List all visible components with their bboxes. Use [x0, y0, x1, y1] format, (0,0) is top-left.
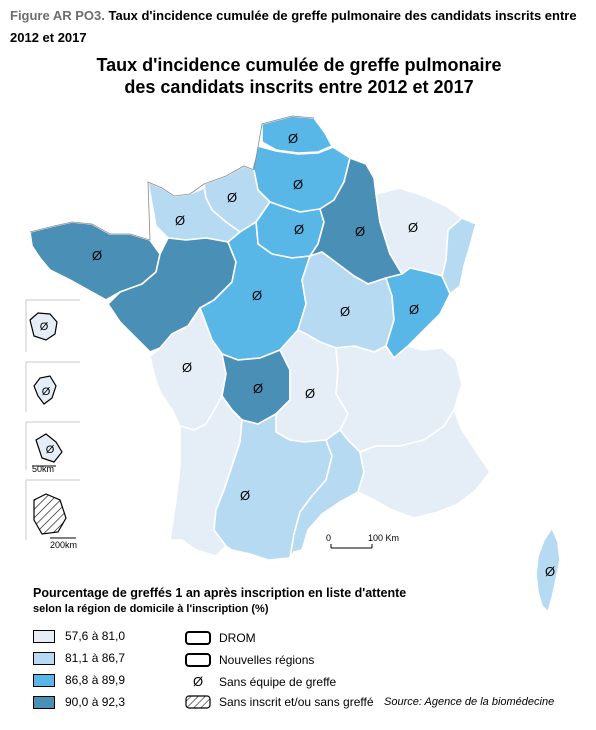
rounded-box-icon: [185, 631, 211, 645]
coastline-outline: [29, 115, 315, 241]
figure-number: Figure AR PO3.: [10, 8, 105, 23]
no-team-symbol: Ø: [288, 131, 298, 146]
legend-class-3: 86,8 à 89,9: [33, 673, 125, 687]
legend-class-2: 81,1 à 86,7: [33, 651, 125, 665]
legend-class-4: 90,0 à 92,3: [33, 695, 125, 709]
no-team-symbol: Ø: [253, 381, 263, 396]
island-martinique: [33, 375, 57, 405]
island-guadeloupe: [35, 433, 63, 463]
map-title: Taux d'incidence cumulée de greffe pulmo…: [60, 54, 538, 98]
scale-bar-distance: 100 Km: [368, 533, 399, 543]
no-team-symbol: Ø: [46, 444, 55, 456]
map-title-line-1: Taux d'incidence cumulée de greffe pulmo…: [96, 55, 502, 75]
legend-symbol-sans-equipe: Ø Sans équipe de greffe: [185, 674, 336, 689]
legend-symbol-label: Sans inscrit et/ou sans greffé: [219, 695, 374, 709]
no-team-symbol: Ø: [305, 386, 315, 401]
region-paca: [357, 409, 491, 519]
no-team-symbol: Ø: [227, 190, 237, 205]
island-reunion: [29, 312, 58, 341]
no-team-symbol: Ø: [40, 321, 49, 333]
inset-scale-large: 200km: [50, 537, 77, 550]
inset-scale-small: 50km: [32, 464, 56, 474]
figure-caption: Figure AR PO3. Taux d'incidence cumulée …: [10, 5, 590, 49]
source-note: Source: Agence de la biomédecine: [384, 696, 555, 708]
hatched-icon: [185, 695, 211, 709]
drom-islands: [29, 312, 67, 535]
rounded-box-icon: [185, 653, 211, 667]
no-team-symbol: Ø: [240, 488, 250, 503]
region-franche-comte: [385, 267, 451, 359]
no-team-symbol: Ø: [92, 248, 102, 263]
legend-class-label: 86,8 à 89,9: [65, 673, 126, 687]
region-languedoc-roussillon: [289, 429, 365, 559]
legend-symbol-label: DROM: [219, 631, 256, 645]
scale-bar-zero: 0: [326, 533, 331, 543]
no-team-symbol: Ø: [408, 220, 418, 235]
legend-symbol-nouvelles-regions: Nouvelles régions: [185, 653, 314, 667]
legend-symbol-drom: DROM: [185, 631, 256, 645]
legend-swatch: [33, 651, 55, 665]
legend-symbol-label: Nouvelles régions: [219, 653, 315, 667]
scale-bar: 0 100 Km: [326, 533, 399, 549]
legend-symbol-label: Sans équipe de greffe: [219, 674, 337, 689]
legend-class-label: 90,0 à 92,3: [65, 695, 126, 709]
no-team-symbol: Ø: [355, 224, 365, 239]
legend-swatch: [33, 629, 55, 643]
no-team-symbol: Ø: [294, 222, 304, 237]
no-team-symbol: Ø: [182, 360, 192, 375]
no-team-symbol: Ø: [42, 386, 51, 398]
map-title-line-2: des candidats inscrits entre 2012 et 201…: [124, 77, 474, 97]
legend-swatch: [33, 695, 55, 709]
drom-insets: [25, 299, 80, 540]
figure-caption-text: Taux d'incidence cumulée de greffe pulmo…: [10, 8, 577, 45]
legend-subtitle: selon la région de domicile à l'inscript…: [33, 603, 269, 615]
legend-class-1: 57,6 à 81,0: [33, 629, 125, 643]
island-guyane: [33, 493, 67, 535]
no-team-symbols: Ø Ø Ø Ø Ø Ø Ø Ø Ø Ø Ø Ø Ø Ø Ø Ø: [92, 131, 555, 579]
region-alsace: [441, 217, 477, 295]
no-team-symbol: Ø: [192, 674, 204, 689]
no-team-symbol: Ø: [545, 564, 555, 579]
no-team-symbol: Ø: [293, 177, 303, 192]
legend-title: Pourcentage de greffés 1 an après inscri…: [33, 586, 407, 600]
no-team-symbol: Ø: [409, 302, 419, 317]
no-team-symbol: Ø: [252, 288, 262, 303]
legend-swatch: [33, 673, 55, 687]
inset-scale-large-label: 200km: [50, 540, 77, 550]
legend-symbol-sans-inscrit: Sans inscrit et/ou sans greffé: [185, 695, 374, 709]
legend-class-label: 57,6 à 81,0: [65, 629, 126, 643]
legend-class-label: 81,1 à 86,7: [65, 651, 126, 665]
no-team-symbol: Ø: [340, 304, 350, 319]
no-team-symbol: Ø: [175, 213, 185, 228]
region-corse: [535, 527, 561, 613]
inset-scale-small-label: 50km: [32, 464, 54, 474]
